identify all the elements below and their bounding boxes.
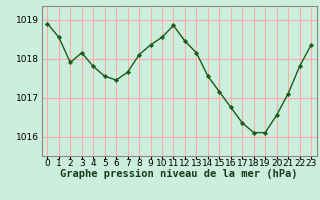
X-axis label: Graphe pression niveau de la mer (hPa): Graphe pression niveau de la mer (hPa) (60, 169, 298, 179)
